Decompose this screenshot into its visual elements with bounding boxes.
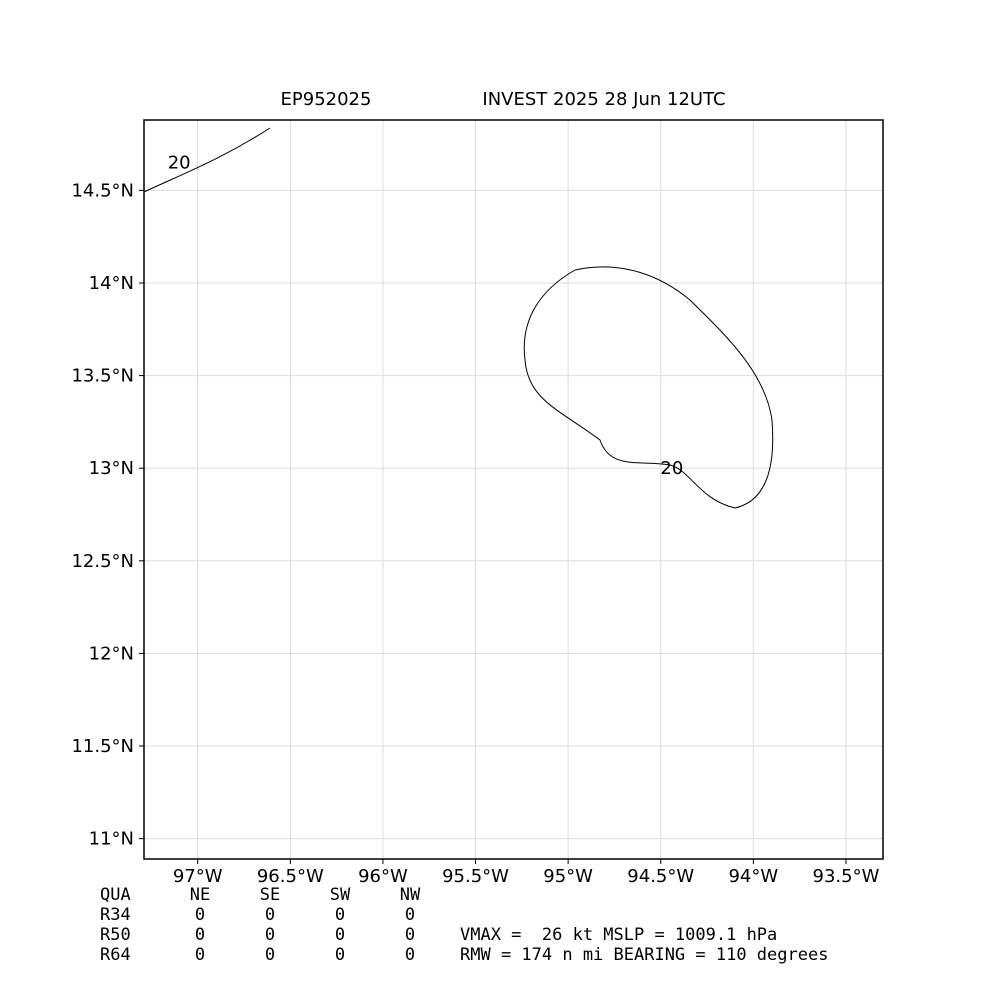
y-tick-label: 13°N <box>89 458 134 479</box>
y-tick-label: 12.5°N <box>71 551 134 572</box>
table-header: SE <box>260 885 280 905</box>
x-tick-label: 94.5°W <box>627 866 694 887</box>
contour-line <box>523 266 774 509</box>
table-cell: 0 <box>405 925 415 945</box>
y-tick-label: 14.5°N <box>71 180 134 201</box>
x-tick-label: 96°W <box>358 866 408 887</box>
table-cell: 0 <box>405 905 415 925</box>
contour-line <box>143 127 271 193</box>
summary-line: VMAX = 26 kt MSLP = 1009.1 hPa <box>460 925 777 945</box>
table-cell: R64 <box>100 945 131 965</box>
x-tick-label: 93.5°W <box>813 866 880 887</box>
title-left: EP952025 <box>281 89 372 110</box>
y-tick-label: 12°N <box>89 643 134 664</box>
contour-label: 20 <box>168 153 191 174</box>
table-cell: R34 <box>100 905 131 925</box>
table-header: NE <box>190 885 210 905</box>
table-cell: R50 <box>100 925 131 945</box>
summary-line: RMW = 174 n mi BEARING = 110 degrees <box>460 945 828 965</box>
table-cell: 0 <box>335 945 345 965</box>
title-right: INVEST 2025 28 Jun 12UTC <box>482 89 725 110</box>
table-header: SW <box>330 885 351 905</box>
x-tick-label: 96.5°W <box>257 866 324 887</box>
table-cell: 0 <box>265 905 275 925</box>
table-cell: 0 <box>195 925 205 945</box>
table-cell: 0 <box>265 925 275 945</box>
y-tick-label: 14°N <box>89 273 134 294</box>
table-cell: 0 <box>265 945 275 965</box>
table-header: QUA <box>100 885 131 905</box>
table-cell: 0 <box>195 905 205 925</box>
table-cell: 0 <box>195 945 205 965</box>
x-tick-label: 95.5°W <box>442 866 509 887</box>
x-tick-label: 97°W <box>173 866 223 887</box>
y-tick-label: 13.5°N <box>71 366 134 387</box>
table-cell: 0 <box>335 925 345 945</box>
x-tick-label: 94°W <box>728 866 778 887</box>
table-cell: 0 <box>335 905 345 925</box>
y-tick-label: 11.5°N <box>71 736 134 757</box>
plot-frame <box>143 119 884 860</box>
table-header: NW <box>400 885 421 905</box>
table-cell: 0 <box>405 945 415 965</box>
grid <box>144 120 883 859</box>
contour-label: 20 <box>660 458 683 479</box>
x-tick-label: 95°W <box>543 866 593 887</box>
y-tick-label: 11°N <box>89 829 134 850</box>
